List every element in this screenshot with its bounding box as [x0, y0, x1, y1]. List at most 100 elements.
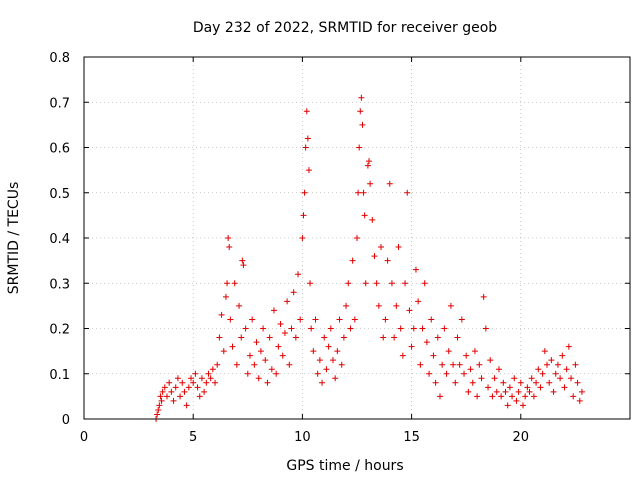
data-point — [557, 375, 564, 382]
x-tick-label: 15 — [403, 430, 420, 445]
data-point — [332, 375, 339, 382]
data-point — [351, 316, 358, 323]
data-point — [463, 352, 470, 359]
data-point — [447, 302, 454, 309]
data-point — [432, 379, 439, 386]
data-point — [565, 343, 572, 350]
data-point — [491, 375, 498, 382]
data-point — [329, 357, 336, 364]
data-point — [300, 212, 307, 219]
data-point — [229, 343, 236, 350]
data-point — [338, 361, 345, 368]
data-point — [354, 235, 360, 241]
data-point — [336, 316, 343, 323]
data-point — [412, 266, 419, 273]
data-point — [537, 384, 544, 391]
data-point — [417, 361, 424, 368]
data-point — [430, 352, 437, 359]
data-point — [504, 402, 511, 409]
data-point — [155, 406, 162, 413]
data-point — [375, 302, 382, 309]
data-point — [266, 334, 273, 341]
data-point — [465, 388, 472, 395]
data-point — [292, 334, 299, 341]
data-point — [382, 316, 389, 323]
data-point — [286, 361, 293, 368]
data-points — [153, 94, 585, 422]
data-point — [201, 388, 208, 395]
data-point — [506, 384, 513, 391]
data-point — [509, 393, 516, 400]
y-tick-label: 0 — [62, 413, 70, 428]
data-point — [546, 379, 553, 386]
data-point — [157, 393, 164, 400]
data-point — [319, 379, 326, 386]
data-point — [188, 375, 195, 382]
data-point — [443, 370, 450, 377]
data-point — [163, 393, 170, 400]
data-point — [181, 388, 188, 395]
data-point — [388, 280, 395, 287]
data-point — [554, 361, 561, 368]
data-point — [513, 397, 520, 404]
data-point — [399, 352, 406, 359]
data-point — [519, 402, 526, 409]
data-point — [277, 320, 284, 327]
data-point — [548, 357, 555, 364]
data-point — [214, 361, 221, 368]
data-point — [299, 235, 306, 241]
data-point — [345, 280, 352, 287]
data-point — [321, 334, 328, 341]
x-axis-label: GPS time / hours — [286, 458, 403, 474]
data-point — [502, 388, 509, 395]
data-point — [397, 325, 404, 332]
data-point — [325, 343, 332, 350]
y-tick-label: 0.4 — [49, 232, 70, 247]
data-point — [456, 361, 463, 368]
data-point — [559, 352, 566, 359]
data-point — [570, 393, 577, 400]
data-point — [469, 379, 476, 386]
data-point — [279, 352, 286, 359]
data-point — [362, 280, 369, 287]
data-point — [222, 293, 229, 300]
data-point — [471, 348, 478, 355]
data-point — [393, 302, 400, 309]
data-point — [257, 348, 264, 355]
data-point — [517, 379, 524, 386]
data-point — [226, 244, 233, 251]
data-point — [244, 370, 251, 377]
data-point — [450, 361, 457, 368]
data-point — [485, 384, 492, 391]
data-point — [369, 216, 376, 223]
data-point — [458, 316, 465, 323]
data-point — [249, 316, 256, 323]
data-point — [343, 302, 350, 309]
data-point — [251, 361, 258, 368]
data-point — [568, 375, 575, 382]
data-point — [314, 370, 321, 377]
data-point — [373, 280, 380, 287]
data-point — [467, 366, 474, 373]
data-point — [544, 361, 551, 368]
y-tick-labels: 0 0.1 0.2 0.3 0.4 0.5 0.6 0.7 0.8 — [49, 51, 70, 428]
data-point — [380, 334, 387, 341]
data-point — [493, 388, 500, 395]
data-point — [262, 357, 269, 364]
data-point — [170, 397, 177, 404]
data-point — [487, 357, 494, 364]
data-point — [225, 235, 232, 241]
data-point — [441, 325, 448, 332]
data-point — [233, 361, 240, 368]
data-point — [304, 135, 311, 142]
data-point — [323, 366, 330, 373]
data-point — [578, 388, 585, 395]
data-point — [526, 388, 533, 395]
data-point — [461, 370, 468, 377]
data-point — [340, 334, 347, 341]
data-point — [539, 370, 546, 377]
axis-ticks — [83, 56, 630, 420]
data-point — [574, 379, 581, 386]
data-point — [183, 402, 190, 409]
